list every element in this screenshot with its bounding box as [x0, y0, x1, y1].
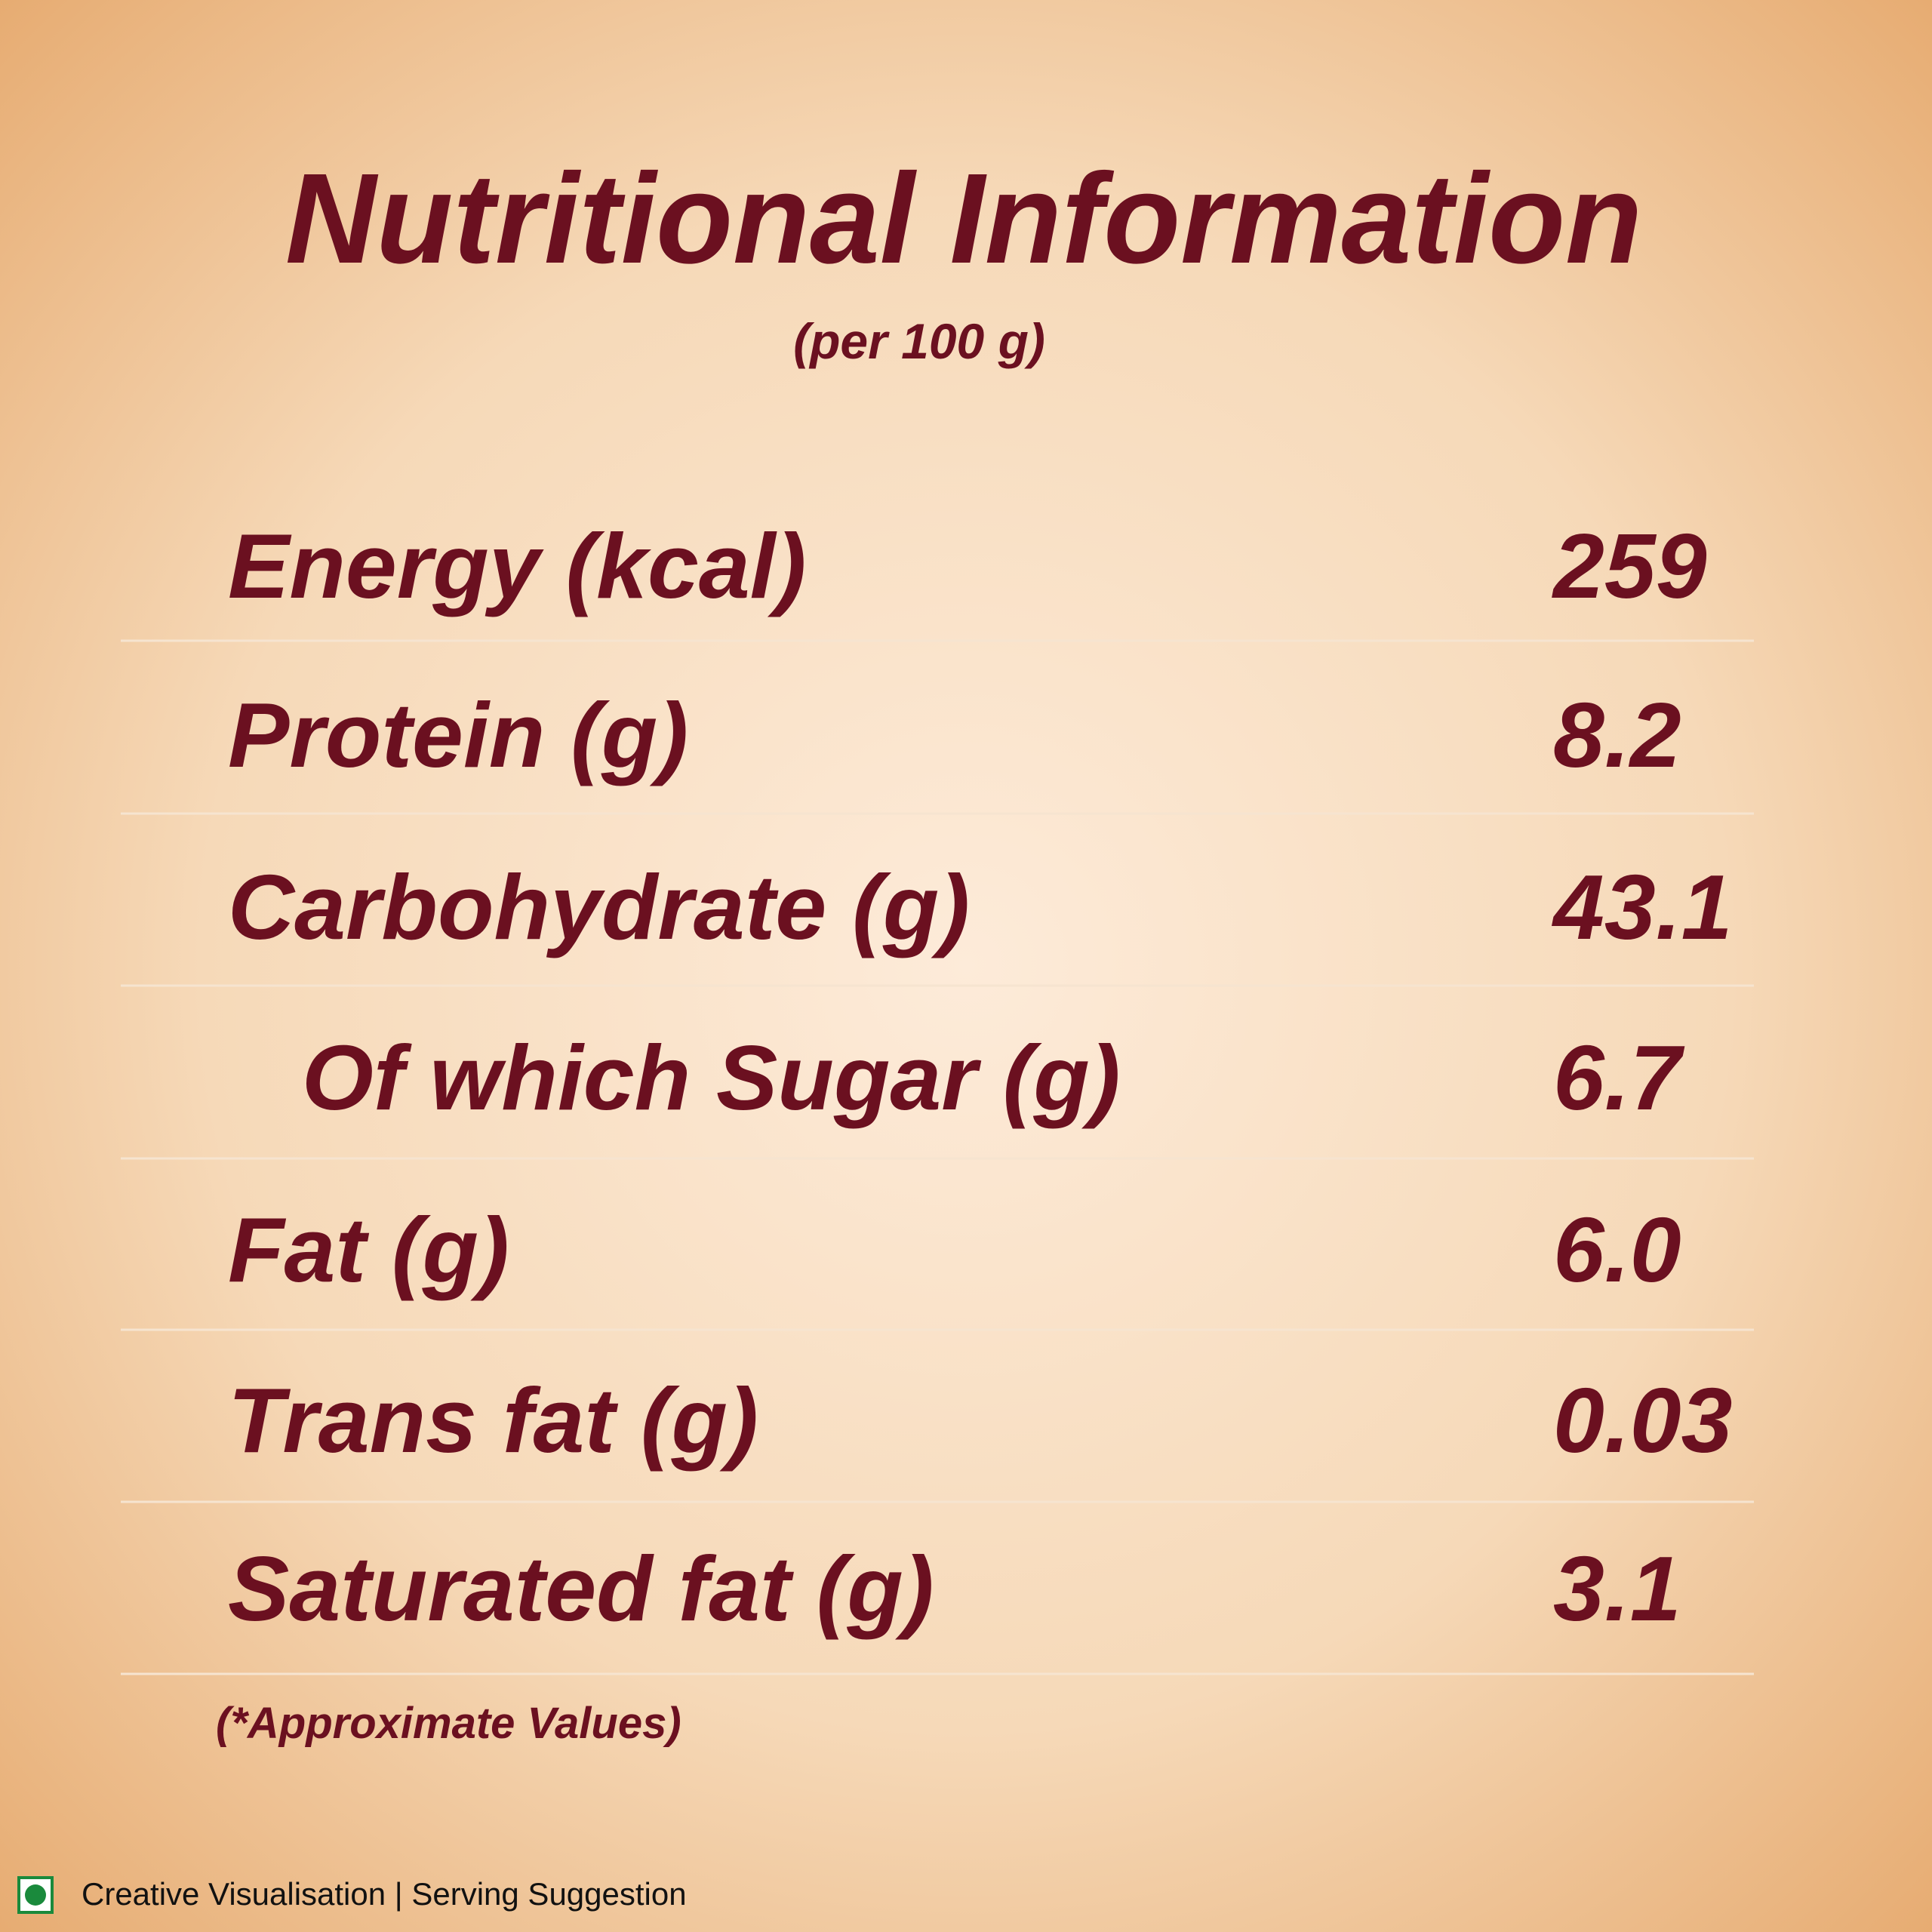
veg-mark: [17, 1876, 54, 1914]
footnote: (*Approximate Values): [216, 1699, 681, 1748]
row-label: Trans fat (g): [228, 1369, 758, 1472]
title: Nutritional Information: [285, 147, 1642, 291]
footer-text: Creative Visualisation | Serving Suggest…: [82, 1876, 687, 1912]
veg-mark-dot: [25, 1884, 46, 1906]
row-label: Saturated fat (g): [228, 1537, 934, 1640]
row-label: Energy (kcal): [228, 515, 806, 617]
row-label: Protein (g): [228, 684, 688, 786]
subtitle: (per 100 g): [793, 313, 1045, 369]
row-value: 6.0: [1553, 1198, 1681, 1301]
row-value: 43.1: [1551, 856, 1732, 958]
row-value: 8.2: [1553, 684, 1681, 786]
row-value: 3.1: [1553, 1537, 1681, 1640]
row-label: Fat (g): [228, 1198, 509, 1301]
row-value: 0.03: [1553, 1369, 1732, 1472]
row-label: Of which Sugar (g): [302, 1026, 1120, 1129]
nutrition-table: Energy (kcal) 259 Protein (g) 8.2 Carboh…: [121, 515, 1754, 1675]
row-value: 6.7: [1553, 1026, 1685, 1129]
row-label: Carbohydrate (g): [228, 856, 970, 958]
row-value: 259: [1552, 515, 1707, 617]
